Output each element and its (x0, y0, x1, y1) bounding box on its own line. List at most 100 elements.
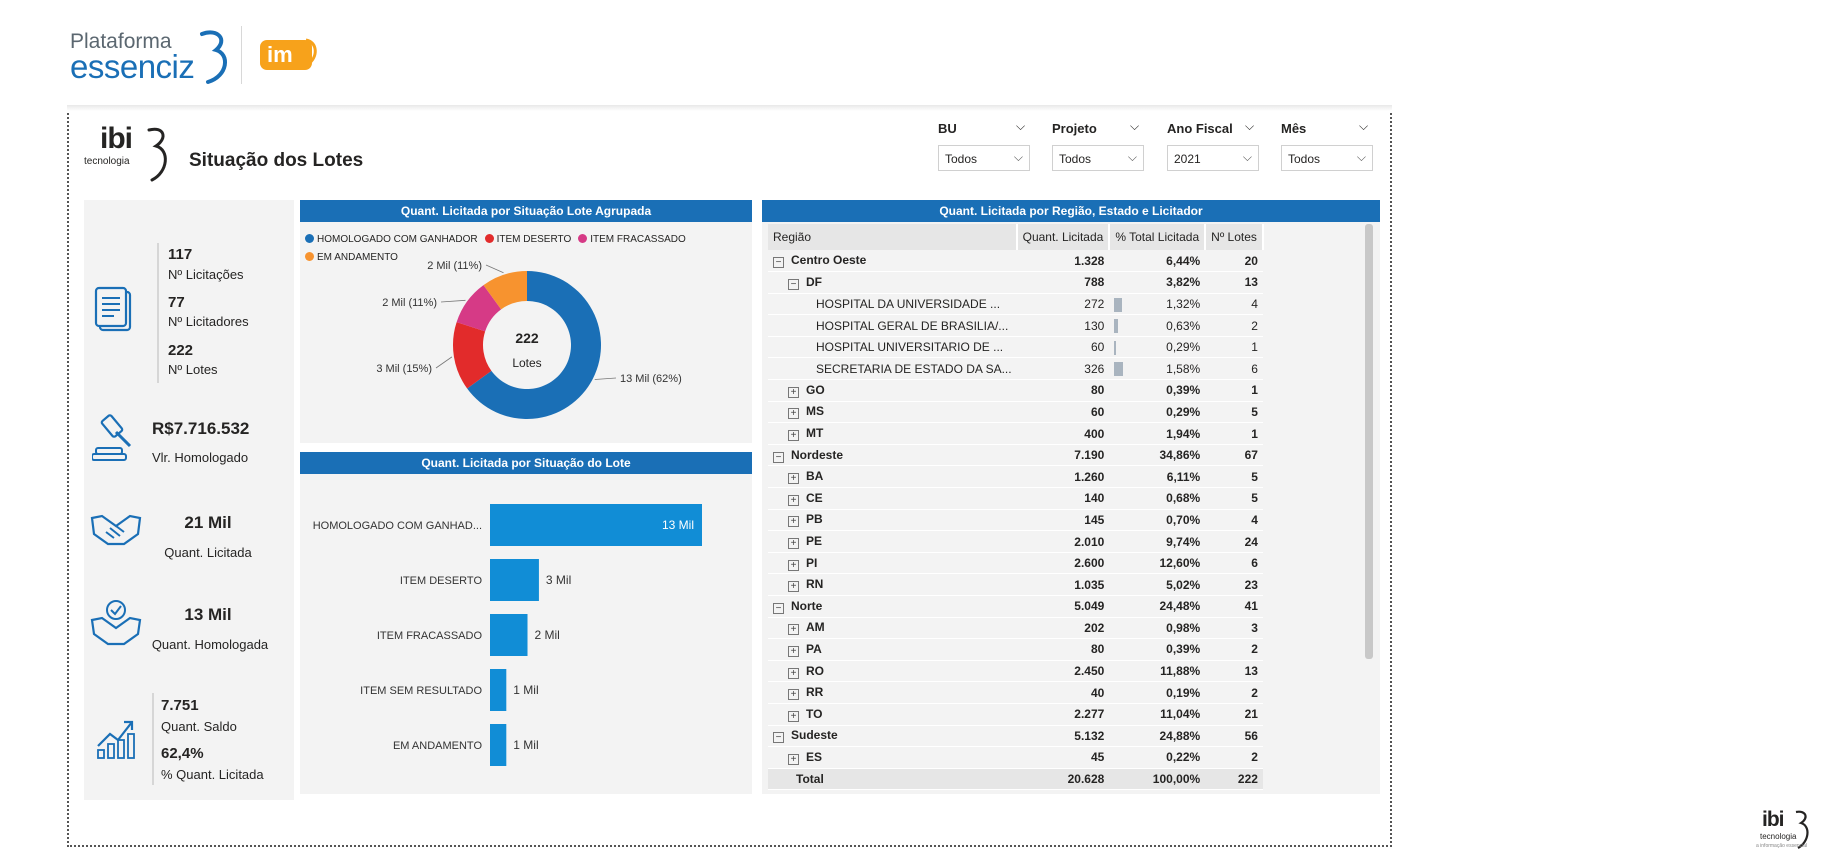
bidder-row[interactable]: HOSPITAL GERAL DE BRASILIA/... 130 0,63% 2 (768, 314, 1263, 337)
bar[interactable] (490, 669, 507, 711)
state-row[interactable]: + MS 60 0,29% 5 (768, 401, 1263, 424)
legend-item[interactable]: ITEM DESERTO (484, 234, 571, 245)
row-label-cell: + CE (768, 487, 1017, 510)
bidder-row[interactable]: HOSPITAL DA UNIVERSIDADE ... 272 1,32% 4 (768, 293, 1263, 316)
region-matrix: Região Quant. Licitada % Total Licitada … (768, 224, 1264, 791)
pct-value: 0,19% (1166, 685, 1201, 700)
legend-item[interactable]: HOMOLOGADO COM GANHADOR (305, 234, 478, 245)
qty-cell: 5.049 (1016, 595, 1110, 618)
filter-dropdown[interactable]: Todos ⌵ (1052, 145, 1144, 171)
expand-icon[interactable]: + (788, 473, 799, 485)
state-row[interactable]: + RO 2.450 11,88% 13 (768, 660, 1263, 683)
expand-icon[interactable]: + (788, 689, 799, 701)
state-row[interactable]: + RN 1.035 5,02% 23 (768, 573, 1263, 596)
donut-slice[interactable] (483, 271, 527, 310)
state-row[interactable]: − DF 788 3,82% 13 (768, 271, 1263, 294)
bar[interactable] (490, 504, 702, 546)
chevron-down-icon: ⌵ (1013, 150, 1023, 164)
state-row[interactable]: + CE 140 0,68% 5 (768, 487, 1263, 510)
pct-cell: 0,29% (1109, 336, 1206, 359)
pct-value: 0,39% (1166, 383, 1201, 398)
pct-cell: 24,88% (1109, 725, 1206, 748)
row-label-cell: + RO (768, 660, 1017, 683)
expand-icon[interactable]: + (788, 753, 799, 765)
col-header-regiao[interactable]: Região (768, 224, 1018, 250)
filter-collapse-icon[interactable]: ⌵ (1245, 119, 1255, 133)
state-row[interactable]: + RR 40 0,19% 2 (768, 681, 1263, 704)
expand-icon[interactable]: + (788, 430, 799, 442)
collapse-icon[interactable]: − (788, 278, 799, 290)
kpi-quant-homologada-value: 13 Mil (184, 605, 232, 624)
region-row[interactable]: − Norte 5.049 24,48% 41 (768, 595, 1263, 618)
filter-dropdown[interactable]: Todos ⌵ (938, 145, 1030, 171)
matrix-scrollbar[interactable] (1365, 224, 1373, 659)
pct-value: 11,88% (1160, 664, 1201, 679)
bar-category-label: EM ANDAMENTO (393, 740, 482, 752)
row-label: MS (806, 404, 824, 419)
expand-icon[interactable]: + (788, 559, 799, 571)
bidder-row[interactable]: SECRETARIA DE ESTADO DA SA... 326 1,58% 6 (768, 357, 1263, 381)
matrix-scroll-area[interactable]: Região Quant. Licitada % Total Licitada … (768, 224, 1368, 794)
row-label-cell: + PA (768, 638, 1017, 661)
state-row[interactable]: + PB 145 0,70% 4 (768, 509, 1263, 532)
col-header-pct-total[interactable]: % Total Licitada (1109, 224, 1207, 250)
filter-collapse-icon[interactable]: ⌵ (1016, 119, 1026, 133)
legend-item[interactable]: ITEM FRACASSADO (578, 234, 686, 245)
col-header-num-lotes[interactable]: Nº Lotes (1205, 224, 1264, 250)
qty-cell: 45 (1016, 746, 1110, 769)
state-row[interactable]: + PE 2.010 9,74% 24 (768, 530, 1263, 553)
state-row[interactable]: + PI 2.600 12,60% 6 (768, 552, 1263, 575)
donut-slice[interactable] (467, 271, 601, 419)
region-row[interactable]: − Sudeste 5.132 24,88% 56 (768, 725, 1263, 748)
expand-icon[interactable]: + (788, 408, 799, 420)
expand-icon[interactable]: + (788, 538, 799, 550)
qty-cell: 140 (1016, 487, 1110, 510)
pct-cell: 11,88% (1109, 660, 1206, 683)
expand-icon[interactable]: + (788, 710, 799, 722)
state-row[interactable]: + GO 80 0,39% 1 (768, 379, 1263, 402)
state-row[interactable]: + MT 400 1,94% 1 (768, 422, 1263, 445)
donut-slice[interactable] (453, 322, 492, 389)
donut-slice[interactable] (456, 285, 502, 332)
region-row[interactable]: − Centro Oeste 1.328 6,44% 20 (768, 250, 1263, 273)
row-label-cell: SECRETARIA DE ESTADO DA SA... (768, 357, 1017, 381)
lotes-cell: 67 (1205, 444, 1263, 467)
expand-icon[interactable]: + (788, 516, 799, 528)
filter-collapse-icon[interactable]: ⌵ (1359, 119, 1369, 133)
expand-icon[interactable]: + (788, 581, 799, 593)
bar[interactable] (490, 559, 539, 601)
expand-icon[interactable]: + (788, 667, 799, 679)
data-bar (1114, 297, 1122, 312)
ibi-logo: ibi tecnologia (84, 122, 174, 182)
data-bar (1114, 319, 1118, 334)
lotes-cell: 5 (1205, 401, 1263, 424)
region-row[interactable]: − Nordeste 7.190 34,86% 67 (768, 444, 1263, 467)
kpi-divider (152, 693, 154, 785)
bidder-row[interactable]: HOSPITAL UNIVERSITARIO DE ... 60 0,29% 1 (768, 336, 1263, 359)
bar[interactable] (490, 614, 528, 656)
footer-logo-tag: a informação essencial (1756, 843, 1808, 849)
expand-icon[interactable]: + (788, 386, 799, 398)
pct-cell: 3,82% (1109, 271, 1206, 294)
bar-category-label: ITEM DESERTO (400, 575, 483, 587)
col-header-quant-licitada[interactable]: Quant. Licitada (1016, 224, 1111, 250)
state-row[interactable]: + BA 1.260 6,11% 5 (768, 465, 1263, 489)
state-row[interactable]: + TO 2.277 11,04% 21 (768, 703, 1263, 726)
legend-item[interactable]: EM ANDAMENTO (305, 252, 398, 263)
expand-icon[interactable]: + (788, 645, 799, 657)
expand-icon[interactable]: + (788, 494, 799, 506)
filter-collapse-icon[interactable]: ⌵ (1130, 119, 1140, 133)
collapse-icon[interactable]: − (773, 602, 784, 614)
filter-dropdown[interactable]: 2021 ⌵ (1167, 145, 1259, 171)
collapse-icon[interactable]: − (773, 451, 784, 463)
state-row[interactable]: + PA 80 0,39% 2 (768, 638, 1263, 661)
expand-icon[interactable]: + (788, 624, 799, 636)
filter-dropdown[interactable]: Todos ⌵ (1281, 145, 1373, 171)
collapse-icon[interactable]: − (773, 732, 784, 744)
data-bar (1114, 340, 1117, 355)
bar[interactable] (490, 724, 507, 766)
collapse-icon[interactable]: − (773, 257, 784, 269)
state-row[interactable]: + ES 45 0,22% 2 (768, 746, 1263, 769)
total-pct: 100,00% (1109, 768, 1206, 791)
state-row[interactable]: + AM 202 0,98% 3 (768, 617, 1263, 640)
